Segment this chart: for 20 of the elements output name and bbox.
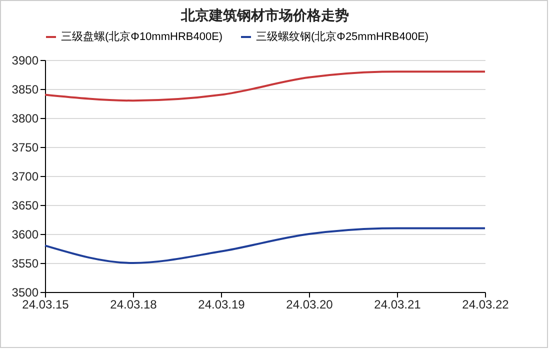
x-tick-label: 24.03.20 — [286, 298, 334, 312]
line-series — [44, 227, 486, 264]
x-tick-label: 24.03.18 — [110, 298, 158, 312]
y-tick-label: 3650 — [12, 198, 39, 212]
chart-title: 北京建筑钢材市场价格走势 — [180, 7, 349, 23]
y-tick-label: 3800 — [12, 112, 39, 126]
x-tick-label: 24.03.19 — [198, 298, 246, 312]
legend-label: 三级螺纹钢(北京Φ25mmHRB400E) — [256, 30, 429, 43]
x-tick-label: 24.03.15 — [22, 298, 70, 312]
y-tick-label: 3750 — [12, 140, 39, 154]
x-tick-label: 24.03.22 — [462, 298, 510, 312]
y-tick-label: 3600 — [12, 228, 39, 242]
y-tick-label: 3700 — [12, 170, 39, 184]
y-tick-label: 3550 — [12, 256, 39, 270]
y-tick-label: 3500 — [12, 286, 39, 300]
x-tick-label: 24.03.21 — [374, 298, 422, 312]
y-tick-label: 3900 — [12, 54, 39, 68]
line-series — [44, 70, 486, 102]
legend-label: 三级盘螺(北京Φ10mmHRB400E) — [61, 30, 223, 43]
y-tick-label: 3850 — [12, 82, 39, 96]
